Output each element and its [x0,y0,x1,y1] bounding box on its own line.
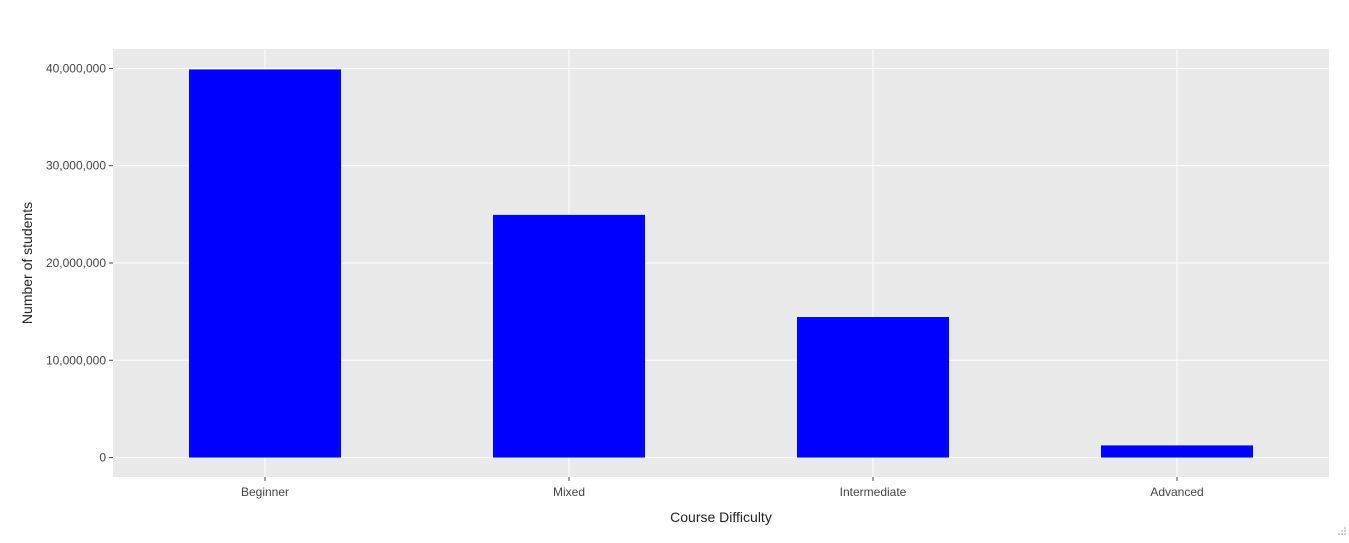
bars [189,69,1253,458]
bar-beginner[interactable] [189,69,341,458]
x-axis-title: Course Difficulty [670,509,772,525]
y-tick-label: 20,000,000 [46,256,106,270]
x-tick-label: Beginner [241,485,289,499]
x-axis-ticks: Beginner Mixed Intermediate Advanced [241,477,1204,499]
bar-mixed[interactable] [493,214,645,458]
y-axis-title: Number of students [19,202,35,324]
x-tick-label: Intermediate [840,485,907,499]
bar-advanced[interactable] [1101,445,1253,458]
y-tick-label: 40,000,000 [46,61,106,75]
x-tick-label: Mixed [553,485,585,499]
y-tick-label: 10,000,000 [46,353,106,367]
resize-handle-icon[interactable] [1337,526,1347,536]
bar-intermediate[interactable] [797,316,949,458]
y-tick-label: 0 [99,451,106,465]
x-tick-label: Advanced [1150,485,1203,499]
y-tick-label: 30,000,000 [46,159,106,173]
y-axis-ticks: 0 10,000,000 20,000,000 30,000,000 40,000,00… [46,61,113,465]
